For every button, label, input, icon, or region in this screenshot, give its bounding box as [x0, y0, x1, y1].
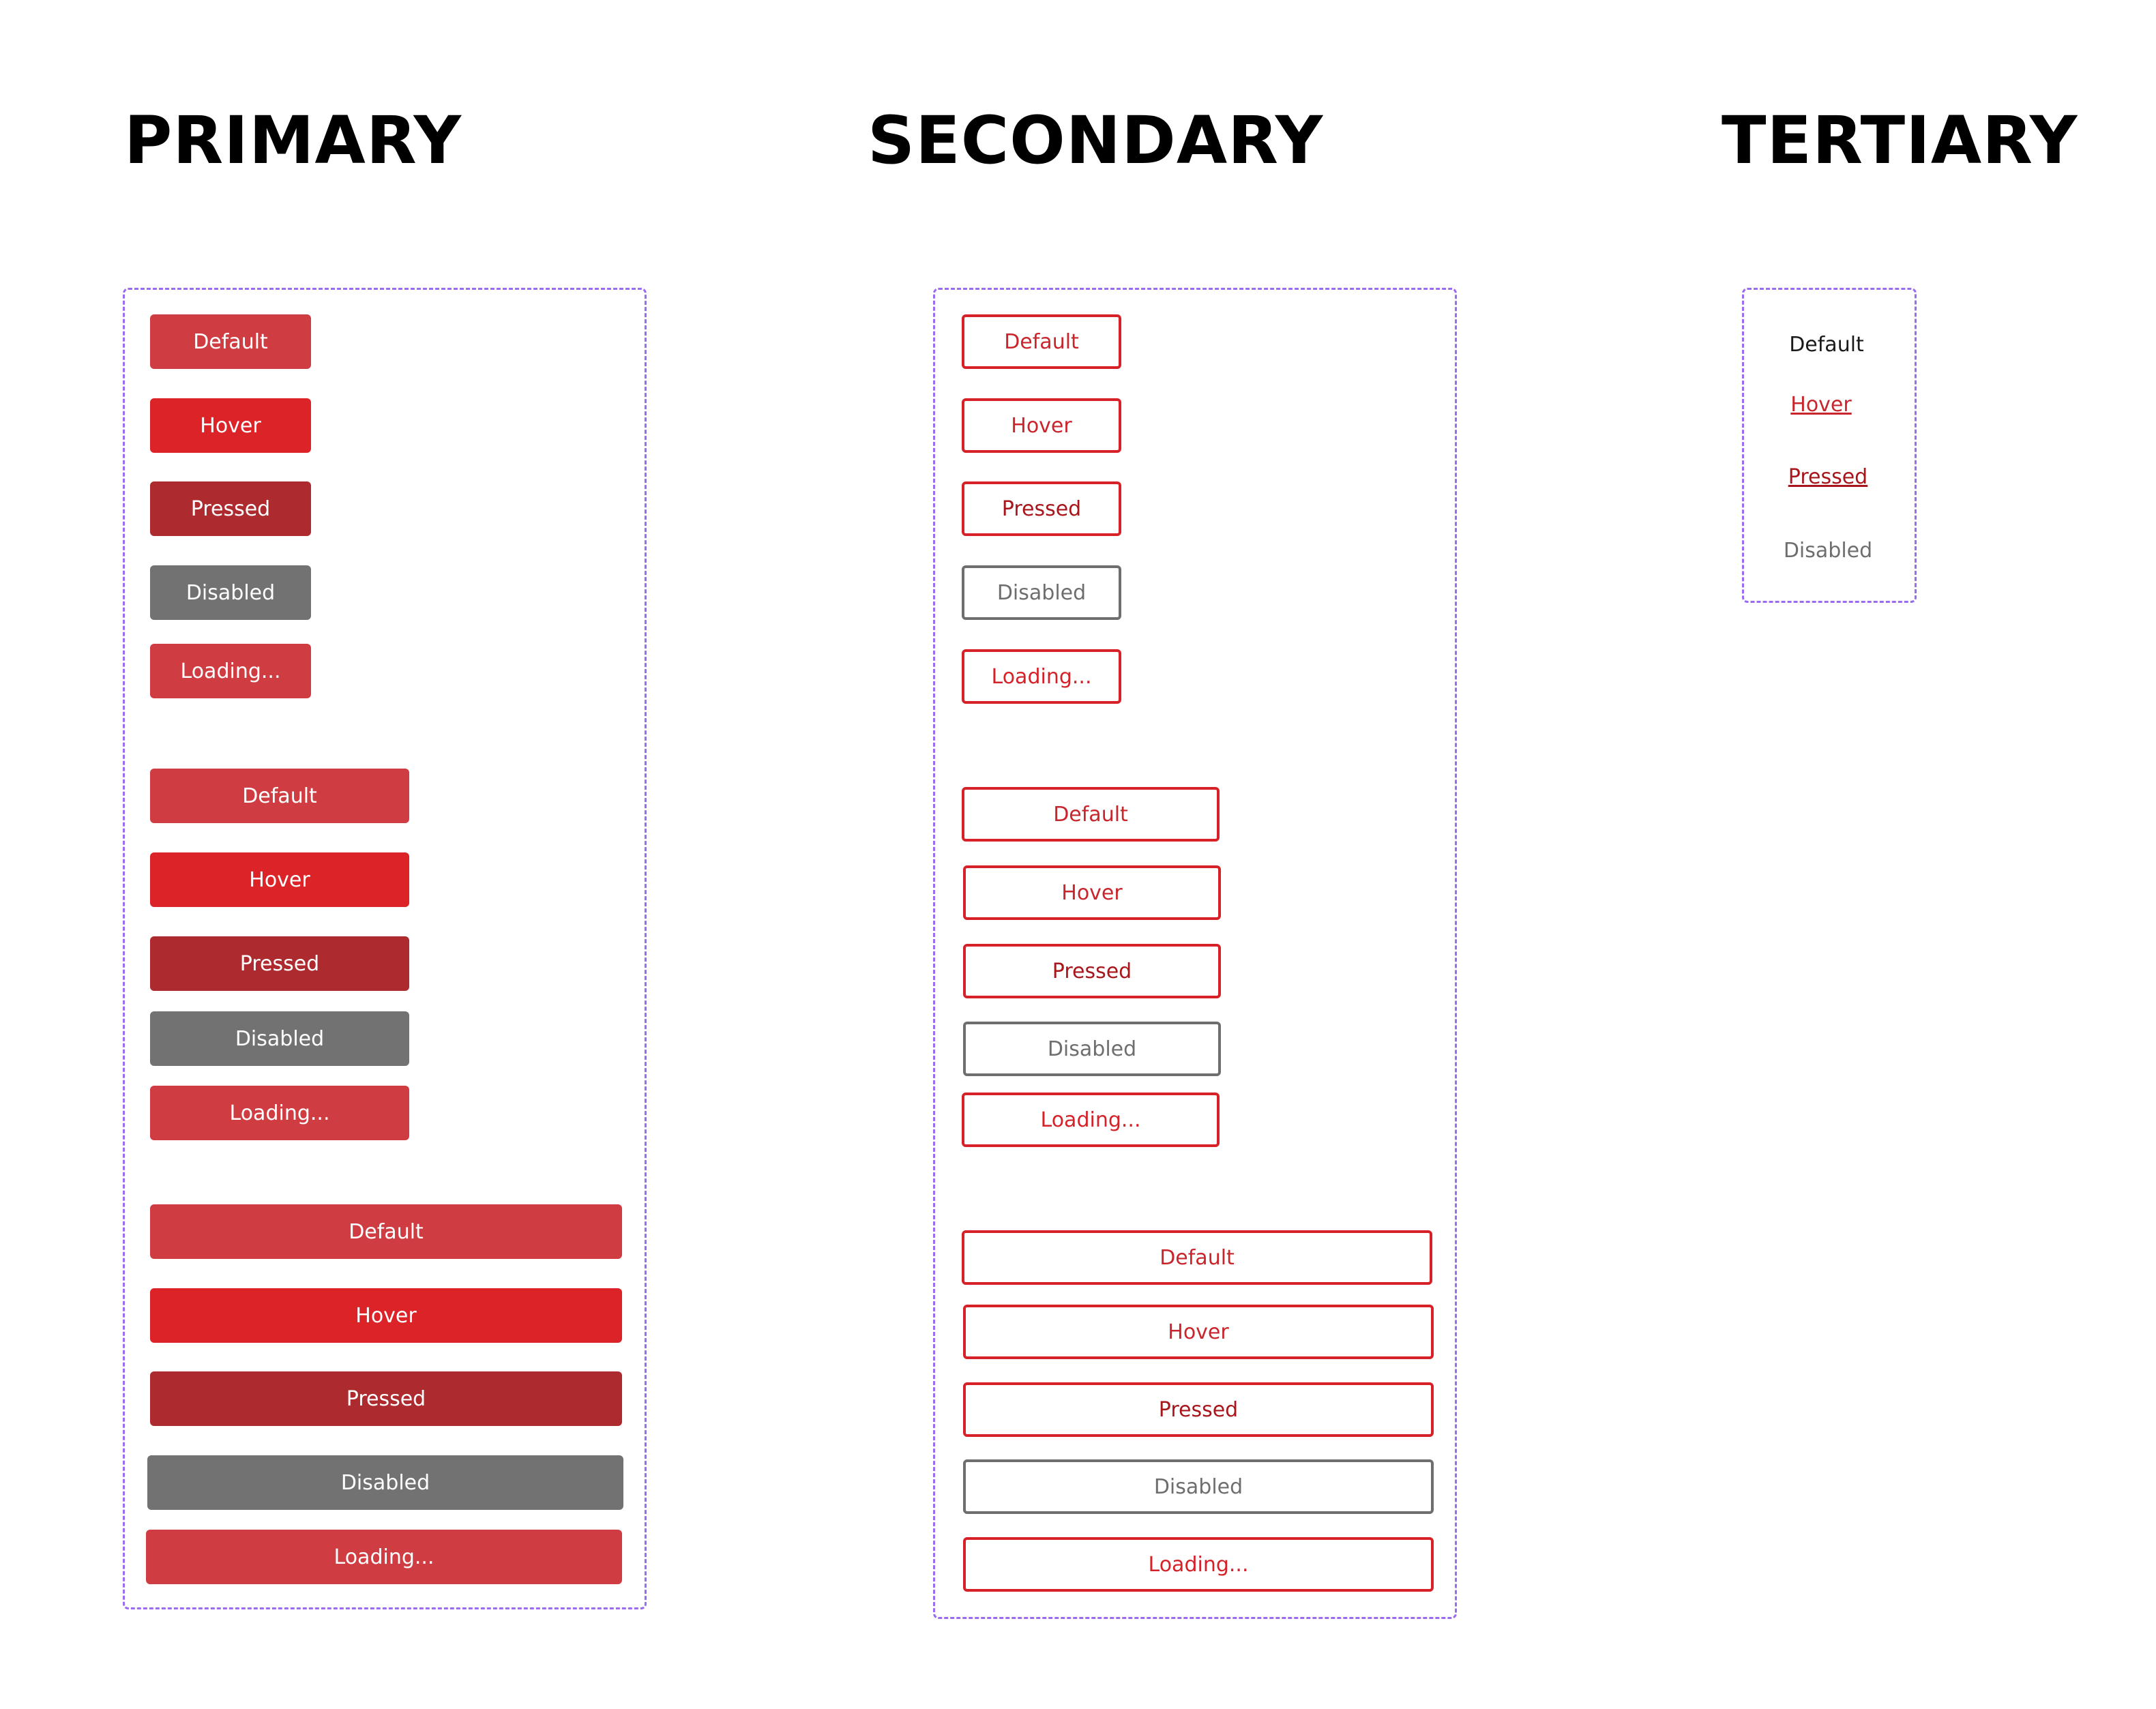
tertiary-frame	[1742, 288, 1917, 603]
tertiary-pressed-button[interactable]: Pressed	[1788, 465, 1868, 489]
primary-small-disabled-button[interactable]: Disabled	[150, 565, 311, 620]
primary-large-pressed-button[interactable]: Pressed	[150, 1371, 622, 1426]
secondary-medium-hover-button[interactable]: Hover	[963, 865, 1221, 920]
heading-primary: PRIMARY	[124, 102, 462, 179]
tertiary-hover-button[interactable]: Hover	[1790, 393, 1852, 417]
primary-small-loading-button[interactable]: Loading...	[150, 644, 311, 698]
primary-medium-loading-button[interactable]: Loading...	[150, 1086, 409, 1140]
primary-small-pressed-button[interactable]: Pressed	[150, 481, 311, 536]
secondary-small-hover-button[interactable]: Hover	[962, 398, 1121, 453]
secondary-medium-disabled-button[interactable]: Disabled	[963, 1022, 1221, 1076]
secondary-large-loading-button[interactable]: Loading...	[963, 1537, 1434, 1592]
secondary-small-disabled-button[interactable]: Disabled	[962, 565, 1121, 620]
tertiary-default-button[interactable]: Default	[1789, 333, 1864, 357]
primary-medium-disabled-button[interactable]: Disabled	[150, 1011, 409, 1066]
secondary-medium-loading-button[interactable]: Loading...	[962, 1093, 1220, 1147]
primary-large-disabled-button[interactable]: Disabled	[147, 1455, 623, 1510]
tertiary-disabled-button[interactable]: Disabled	[1783, 539, 1873, 563]
primary-medium-default-button[interactable]: Default	[150, 769, 409, 823]
primary-large-hover-button[interactable]: Hover	[150, 1288, 622, 1343]
secondary-small-pressed-button[interactable]: Pressed	[962, 481, 1121, 536]
primary-small-hover-button[interactable]: Hover	[150, 398, 311, 453]
primary-large-loading-button[interactable]: Loading...	[146, 1530, 622, 1584]
secondary-small-loading-button[interactable]: Loading...	[962, 649, 1121, 704]
primary-large-default-button[interactable]: Default	[150, 1204, 622, 1259]
secondary-frame	[933, 288, 1457, 1619]
secondary-medium-pressed-button[interactable]: Pressed	[963, 944, 1221, 998]
secondary-small-default-button[interactable]: Default	[962, 314, 1121, 369]
primary-small-default-button[interactable]: Default	[150, 314, 311, 369]
primary-medium-pressed-button[interactable]: Pressed	[150, 936, 409, 991]
heading-tertiary: TERTIARY	[1722, 102, 2078, 179]
primary-frame	[123, 288, 647, 1609]
secondary-large-disabled-button[interactable]: Disabled	[963, 1459, 1434, 1514]
primary-medium-hover-button[interactable]: Hover	[150, 852, 409, 907]
secondary-medium-default-button[interactable]: Default	[962, 787, 1220, 842]
secondary-large-default-button[interactable]: Default	[962, 1230, 1432, 1285]
secondary-large-hover-button[interactable]: Hover	[963, 1305, 1434, 1359]
heading-secondary: SECONDARY	[868, 102, 1324, 179]
secondary-large-pressed-button[interactable]: Pressed	[963, 1382, 1434, 1437]
